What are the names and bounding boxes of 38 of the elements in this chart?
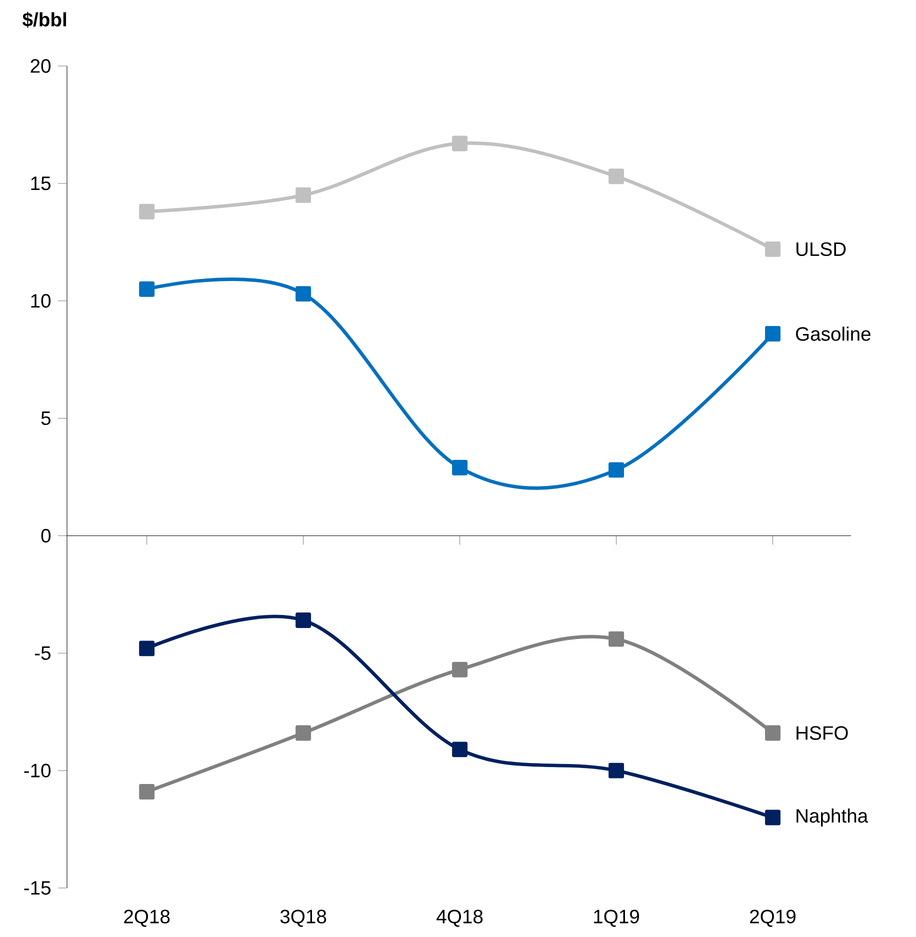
x-tick-label: 4Q18 [436, 910, 483, 927]
point [452, 460, 468, 476]
y-axis-title: $/bbl [22, 12, 66, 28]
series-label: ULSD [796, 242, 846, 256]
y-tick-label: 15 [31, 176, 50, 190]
x-tick-label: 1Q19 [594, 910, 640, 927]
point [452, 742, 468, 758]
point [296, 612, 312, 628]
point [139, 204, 155, 220]
y-tick-label: -10 [24, 764, 51, 778]
point [765, 326, 780, 342]
point [139, 640, 155, 656]
point [765, 725, 780, 741]
series-label: Gasoline [796, 326, 870, 341]
series-label: HSFO [796, 726, 848, 740]
y-tick-label: -5 [34, 646, 50, 660]
x-tick-label: 2Q19 [750, 910, 796, 927]
point [765, 241, 780, 257]
point [608, 631, 624, 647]
y-tick-label: 10 [31, 294, 51, 308]
series-label: Naphtha [796, 808, 868, 827]
y-tick-label: 5 [41, 412, 50, 426]
point [296, 286, 312, 302]
y-tick-label: 0 [41, 528, 51, 543]
x-tick-label: 2Q18 [124, 910, 170, 927]
point [608, 762, 624, 778]
point [452, 662, 468, 678]
point [296, 725, 312, 741]
point [608, 168, 624, 184]
point [452, 136, 468, 152]
x-tick-label: 3Q18 [280, 910, 326, 927]
point [139, 784, 155, 800]
point [296, 187, 312, 203]
point [608, 462, 624, 478]
point [765, 810, 780, 826]
y-tick-label: -15 [24, 881, 50, 895]
point [139, 281, 155, 297]
y-tick-label: 20 [30, 59, 51, 73]
